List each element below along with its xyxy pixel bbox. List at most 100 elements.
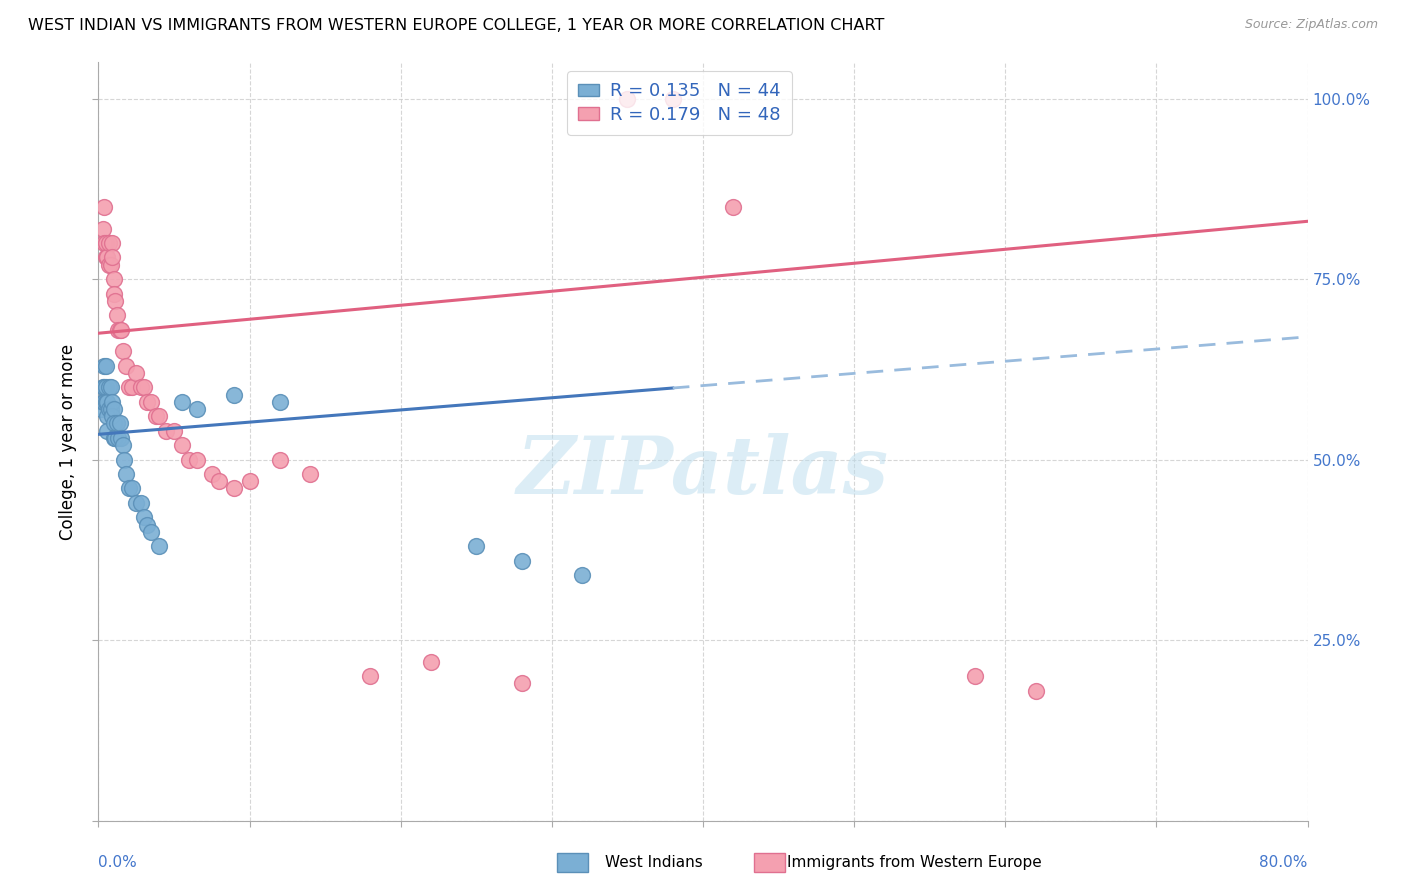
Point: [93, 235, 115, 250]
Point: [91, 380, 114, 394]
Point: [93, 359, 115, 373]
Point: [103, 402, 125, 417]
Point: [108, 417, 131, 431]
Point: [112, 452, 135, 467]
Point: [224, 482, 246, 496]
Text: WEST INDIAN VS IMMIGRANTS FROM WESTERN EUROPE COLLEGE, 1 YEAR OR MORE CORRELATIO: WEST INDIAN VS IMMIGRANTS FROM WESTERN E…: [28, 18, 884, 33]
Point: [965, 669, 987, 683]
Point: [101, 235, 124, 250]
Text: 80.0%: 80.0%: [1260, 855, 1308, 871]
Point: [125, 366, 148, 380]
Point: [96, 394, 118, 409]
Point: [111, 438, 134, 452]
Point: [101, 409, 124, 424]
Point: [96, 409, 118, 424]
Point: [170, 438, 193, 452]
Point: [141, 394, 163, 409]
Point: [94, 380, 117, 394]
Point: [510, 676, 533, 690]
Point: [107, 323, 129, 337]
Point: [110, 323, 132, 337]
Point: [145, 409, 167, 424]
Point: [98, 402, 121, 417]
Point: [114, 359, 136, 373]
Point: [100, 258, 122, 272]
Y-axis label: College, 1 year or more: College, 1 year or more: [59, 343, 77, 540]
Point: [90, 402, 112, 417]
Point: [101, 251, 124, 265]
Point: [91, 394, 114, 409]
Point: [93, 394, 115, 409]
Point: [186, 452, 208, 467]
Point: [100, 402, 122, 417]
Point: [616, 91, 638, 105]
Point: [179, 452, 201, 467]
Point: [571, 568, 593, 582]
Point: [269, 452, 291, 467]
Text: Immigrants from Western Europe: Immigrants from Western Europe: [787, 855, 1042, 870]
Point: [299, 467, 322, 481]
Point: [105, 308, 128, 322]
Point: [132, 510, 155, 524]
Text: ZIPatlas: ZIPatlas: [517, 434, 889, 510]
Point: [129, 380, 152, 394]
Point: [96, 251, 118, 265]
Point: [148, 409, 170, 424]
Point: [269, 394, 291, 409]
Point: [186, 402, 208, 417]
Point: [94, 235, 117, 250]
Point: [103, 431, 125, 445]
Point: [129, 496, 152, 510]
Point: [103, 286, 125, 301]
Point: [104, 431, 127, 445]
Point: [155, 424, 177, 438]
Point: [98, 235, 121, 250]
Text: West Indians: West Indians: [605, 855, 703, 870]
Point: [224, 387, 246, 401]
Point: [170, 394, 193, 409]
Point: [101, 394, 124, 409]
Point: [118, 380, 141, 394]
Point: [93, 380, 115, 394]
Point: [163, 424, 186, 438]
Point: [465, 539, 488, 553]
Point: [510, 554, 533, 568]
Point: [723, 200, 745, 214]
Point: [121, 380, 143, 394]
Point: [103, 272, 125, 286]
Point: [100, 380, 122, 394]
Point: [121, 482, 143, 496]
Point: [94, 359, 117, 373]
Point: [360, 669, 382, 683]
Text: Source: ZipAtlas.com: Source: ZipAtlas.com: [1244, 18, 1378, 31]
Point: [208, 475, 231, 489]
Point: [94, 251, 117, 265]
Point: [1024, 683, 1046, 698]
Point: [135, 394, 157, 409]
Text: 0.0%: 0.0%: [98, 855, 138, 871]
Point: [135, 517, 157, 532]
Point: [201, 467, 224, 481]
Point: [132, 380, 155, 394]
Point: [420, 655, 443, 669]
Point: [91, 221, 114, 235]
Point: [98, 258, 121, 272]
Point: [111, 344, 134, 359]
Point: [110, 431, 132, 445]
Point: [103, 417, 125, 431]
Point: [239, 475, 262, 489]
Point: [105, 417, 128, 431]
Point: [125, 496, 148, 510]
Point: [114, 467, 136, 481]
Point: [108, 323, 131, 337]
Point: [96, 424, 118, 438]
Point: [93, 200, 115, 214]
Point: [661, 91, 683, 105]
Point: [94, 394, 117, 409]
Point: [148, 539, 170, 553]
Point: [118, 482, 141, 496]
Point: [98, 380, 121, 394]
Point: [141, 524, 163, 539]
Point: [104, 293, 127, 308]
Point: [107, 431, 129, 445]
